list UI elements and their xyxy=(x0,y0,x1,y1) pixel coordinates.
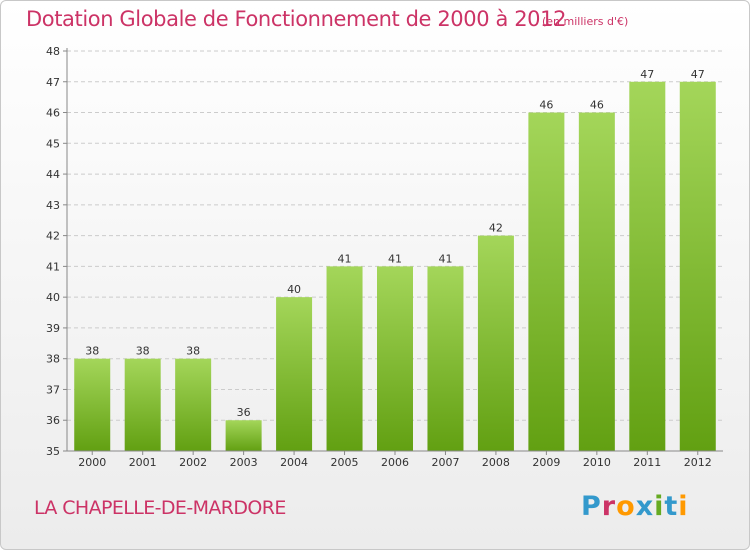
data-label-2004: 40 xyxy=(287,283,301,296)
bar-2012 xyxy=(679,81,716,452)
data-label-2001: 38 xyxy=(136,345,150,358)
bar-2003 xyxy=(225,420,262,451)
y-tick-label: 48 xyxy=(46,45,60,58)
x-tick-label: 2010 xyxy=(583,456,611,469)
x-tick-label: 2001 xyxy=(129,456,157,469)
y-tick-label: 35 xyxy=(46,445,60,458)
data-label-2003: 36 xyxy=(237,406,251,419)
logo-letter: P xyxy=(581,491,602,522)
data-label-2007: 41 xyxy=(438,252,452,265)
bar-2000 xyxy=(74,358,111,451)
logo-letter: i xyxy=(678,491,689,522)
data-label-2005: 41 xyxy=(338,252,352,265)
bar-2009 xyxy=(528,112,565,452)
x-tick-label: 2012 xyxy=(684,456,712,469)
y-tick-label: 42 xyxy=(46,230,60,243)
x-tick-label: 2002 xyxy=(179,456,207,469)
data-label-2012: 47 xyxy=(691,68,705,81)
bar-2001 xyxy=(124,358,161,451)
y-tick-label: 38 xyxy=(46,353,60,366)
bar-2006 xyxy=(377,266,413,451)
data-label-2002: 38 xyxy=(186,345,200,358)
bar-2011 xyxy=(629,81,666,452)
bar-2002 xyxy=(175,358,212,451)
unit-note: (en milliers d'€) xyxy=(542,15,629,28)
x-tick-label: 2004 xyxy=(280,456,308,469)
y-tick-label: 37 xyxy=(46,383,60,396)
bar-2010 xyxy=(578,112,615,452)
chart-title: Dotation Globale de Fonctionnement de 20… xyxy=(26,7,567,31)
x-tick-label: 2009 xyxy=(532,456,560,469)
y-tick-label: 46 xyxy=(46,107,60,120)
data-label-2008: 42 xyxy=(489,222,503,235)
bars: 38 38 38 36 40 41 41 41 42 46 46 47 47 xyxy=(74,68,716,452)
x-tick-label: 2008 xyxy=(482,456,510,469)
y-tick-label: 45 xyxy=(46,137,60,150)
axes: 35 36 37 38 39 40 41 42 43 44 45 46 47 48 2000 2001 2002… xyxy=(46,45,723,469)
commune-name: LA CHAPELLE-DE-MARDORE xyxy=(34,497,286,519)
bar-2008 xyxy=(477,235,514,451)
x-tick-label: 2000 xyxy=(78,456,106,469)
data-label-2010: 46 xyxy=(590,99,604,112)
y-tick-label: 36 xyxy=(46,414,60,427)
x-tick-label: 2005 xyxy=(331,456,359,469)
x-tick-label: 2011 xyxy=(633,456,661,469)
data-label-2006: 41 xyxy=(388,252,402,265)
logo-letter: i xyxy=(654,491,665,522)
logo-letter: o xyxy=(616,491,636,522)
logo-letter: r xyxy=(601,491,617,522)
proxiti-logo: Proxiti xyxy=(581,491,689,522)
y-tick-label: 41 xyxy=(46,260,60,273)
y-tick-label: 43 xyxy=(46,199,60,212)
x-tick-label: 2006 xyxy=(381,456,409,469)
x-tick-label: 2007 xyxy=(431,456,459,469)
y-tick-label: 39 xyxy=(46,322,60,335)
bar-2005 xyxy=(326,266,363,451)
bar-2007 xyxy=(427,266,464,451)
y-tick-label: 40 xyxy=(46,291,60,304)
data-label-2000: 38 xyxy=(85,345,99,358)
logo-letter: t xyxy=(664,491,679,522)
y-tick-label: 47 xyxy=(46,76,60,89)
x-tick-label: 2003 xyxy=(230,456,258,469)
bar-2004 xyxy=(276,297,313,451)
data-label-2009: 46 xyxy=(539,99,553,112)
data-label-2011: 47 xyxy=(640,68,654,81)
y-tick-label: 44 xyxy=(46,168,60,181)
logo-letter: x xyxy=(635,491,655,522)
